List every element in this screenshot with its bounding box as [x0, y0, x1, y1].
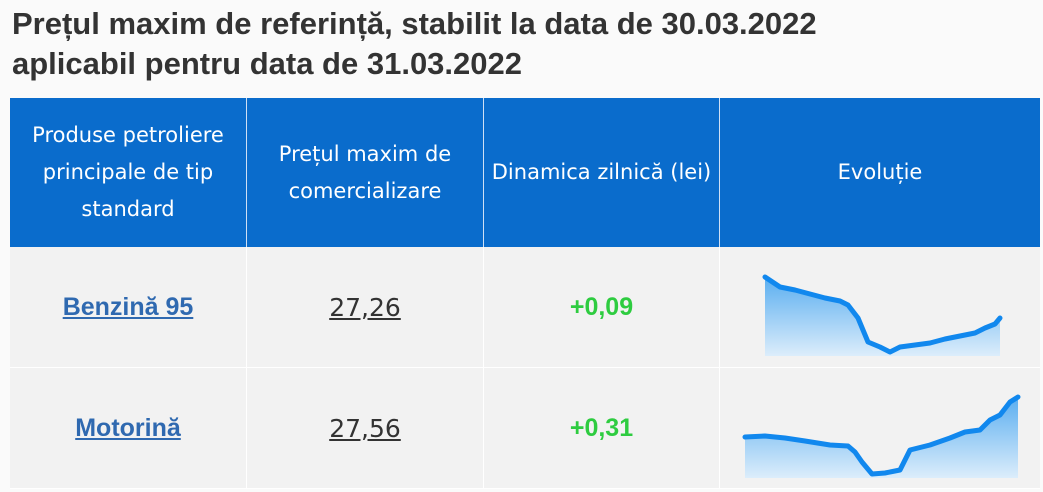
header-text: Produse petroliere principale de tip sta…	[32, 123, 224, 221]
header-text: Dinamica zilnică (lei)	[491, 160, 712, 184]
sparkline-area	[765, 277, 1000, 356]
price-link[interactable]: 27,26	[329, 292, 401, 322]
page-title: Prețul maxim de referință, stabilit la d…	[12, 6, 817, 41]
daily-change: +0,31	[569, 413, 634, 442]
header-text: Prețul maxim de comercializare	[278, 141, 452, 203]
table-cell: Benzină 95	[10, 247, 247, 368]
table-cell: 27,56	[247, 368, 484, 489]
price-link[interactable]: 27,56	[329, 413, 401, 443]
table-cell: +0,31	[484, 368, 720, 489]
sparkline	[762, 274, 1003, 355]
table-cell: 27,26	[247, 247, 484, 368]
header-cell: Evoluție	[720, 98, 1040, 247]
header-cell: Prețul maxim de comercializare	[247, 98, 484, 247]
header-cell: Dinamica zilnică (lei)	[484, 98, 720, 247]
sparkline-area	[745, 397, 1018, 478]
header-text: Evoluție	[837, 160, 923, 184]
sparkline	[742, 394, 1021, 477]
product-link[interactable]: Benzină 95	[62, 292, 194, 321]
page-title: aplicabil pentru data de 31.03.2022	[12, 46, 523, 81]
header-cell: Produse petroliere principale de tip sta…	[10, 98, 247, 247]
product-link[interactable]: Motorină	[75, 413, 181, 442]
table-cell: Motorină	[10, 368, 247, 489]
table-cell: +0,09	[484, 247, 720, 368]
daily-change: +0,09	[569, 292, 634, 321]
